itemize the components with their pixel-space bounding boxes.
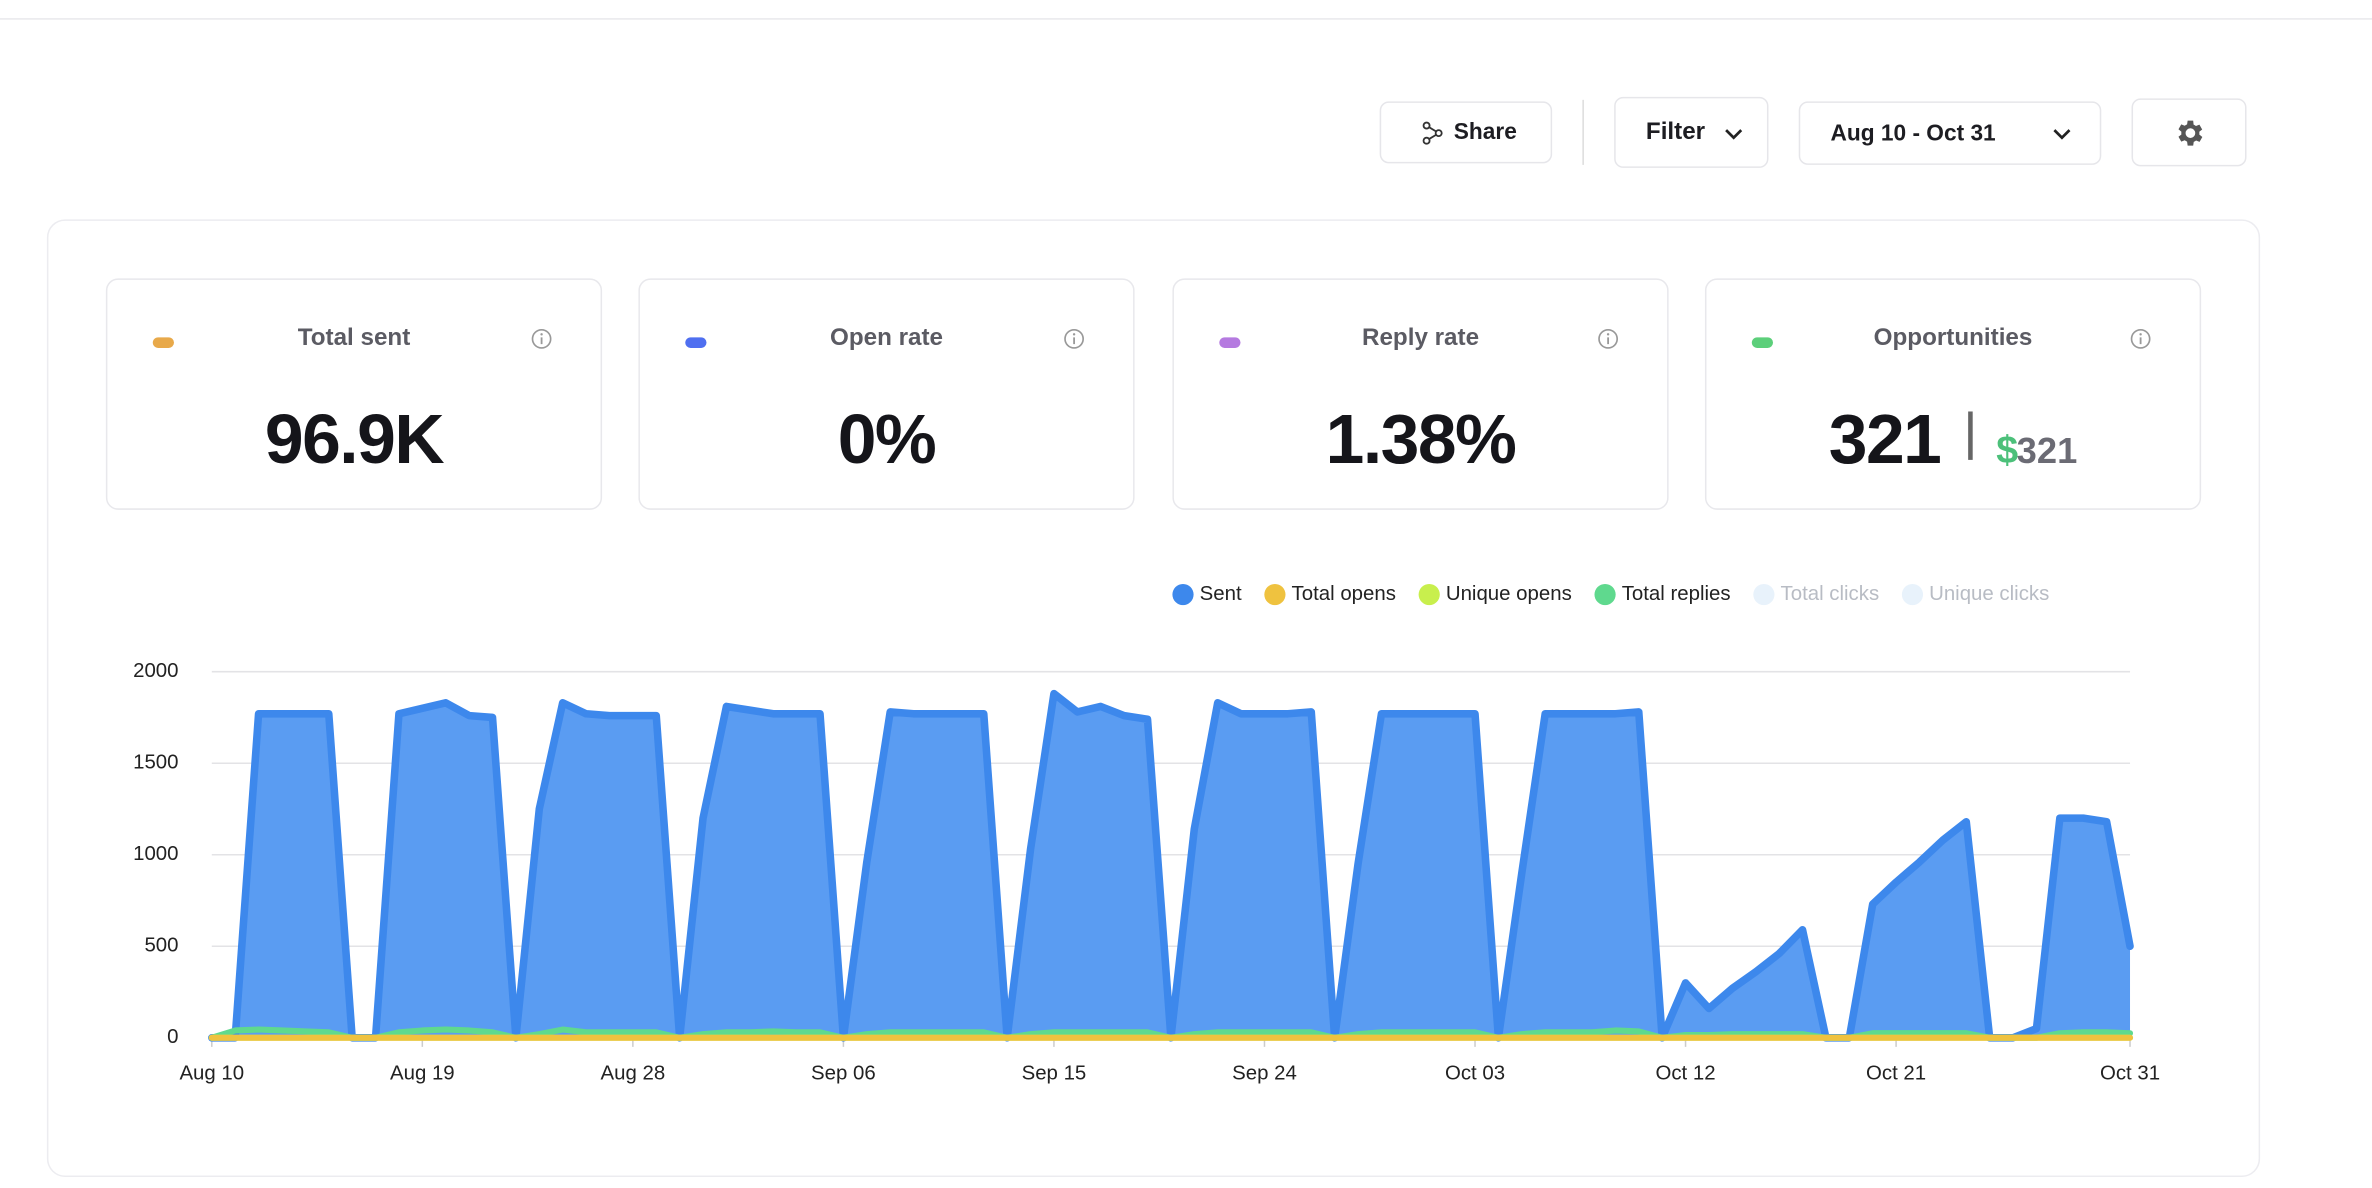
stat-title: Reply rate bbox=[1361, 325, 1480, 351]
color-pill bbox=[1219, 337, 1241, 348]
x-tick-label: Oct 03 bbox=[1445, 1062, 1505, 1084]
info-icon bbox=[1063, 328, 1084, 349]
legend-swatch bbox=[1594, 583, 1616, 606]
x-tick-label: Aug 28 bbox=[601, 1062, 666, 1084]
chevron bbox=[1725, 128, 1743, 139]
legend-label: Unique clicks bbox=[1929, 583, 2049, 605]
date-range-label: Aug 10 - Oct 31 bbox=[1830, 120, 1996, 146]
x-tick-label: Oct 31 bbox=[2100, 1062, 2160, 1084]
stat-value: 321 $321 bbox=[1706, 398, 2199, 480]
separator bbox=[1967, 411, 1973, 460]
stat-card: Reply rate 1.38% bbox=[1172, 278, 1669, 510]
info-icon bbox=[2130, 328, 2151, 349]
settings-button[interactable] bbox=[2131, 98, 2247, 167]
x-tick-label: Oct 12 bbox=[1655, 1062, 1715, 1084]
color-pill bbox=[1751, 337, 1774, 348]
filter-button[interactable]: Filter bbox=[1614, 96, 1769, 168]
x-tick-label: Sep 15 bbox=[1022, 1062, 1087, 1084]
gear-icon bbox=[2178, 119, 2203, 145]
x-tick-label: Oct 21 bbox=[1866, 1062, 1926, 1084]
stat-card: Total sent 96.9K bbox=[105, 278, 603, 510]
legend-swatch bbox=[1418, 583, 1440, 606]
legend-label: Total clicks bbox=[1781, 583, 1880, 605]
info-glyph bbox=[531, 328, 552, 349]
share-icon bbox=[1422, 120, 1443, 144]
x-tick-label: Sep 06 bbox=[811, 1062, 876, 1084]
legend-swatch bbox=[1901, 583, 1924, 606]
color-pill bbox=[152, 337, 174, 348]
legend-swatch bbox=[1172, 583, 1194, 606]
info-icon bbox=[1598, 328, 1619, 349]
info-glyph bbox=[1598, 328, 1619, 349]
y-tick-label: 2000 bbox=[133, 660, 178, 682]
stat-value: 96.9K bbox=[107, 398, 600, 480]
stat-value: 0% bbox=[640, 398, 1133, 480]
legend-swatch bbox=[1264, 583, 1286, 606]
stat-title: Open rate bbox=[830, 325, 943, 351]
legend-label: Unique opens bbox=[1446, 583, 1572, 605]
info-glyph bbox=[2130, 328, 2151, 349]
share-button[interactable]: Share bbox=[1379, 101, 1553, 164]
stat-title: Total sent bbox=[297, 325, 411, 351]
x-tick-label: Aug 19 bbox=[390, 1062, 455, 1084]
stat-number: 0% bbox=[837, 399, 937, 479]
divider bbox=[0, 18, 2372, 20]
stat-number: 1.38% bbox=[1325, 399, 1517, 479]
color-pill bbox=[685, 337, 707, 348]
legend-label: Total opens bbox=[1292, 583, 1396, 605]
stat-card: Opportunities 321 $321 bbox=[1704, 278, 2202, 510]
separator bbox=[1582, 99, 1584, 165]
filter-label: Filter bbox=[1645, 118, 1706, 145]
stat-title: Opportunities bbox=[1873, 325, 2033, 351]
stat-value: 1.38% bbox=[1174, 398, 1667, 480]
share-label: Share bbox=[1453, 119, 1517, 146]
legend-label: Total replies bbox=[1622, 583, 1731, 605]
legend-label: Sent bbox=[1200, 583, 1242, 605]
panel bbox=[46, 219, 2261, 1177]
currency: $ bbox=[1996, 426, 2018, 472]
chevron bbox=[2053, 129, 2071, 140]
y-tick-label: 500 bbox=[144, 935, 178, 957]
x-tick-label: Sep 24 bbox=[1232, 1062, 1297, 1084]
y-tick-label: 0 bbox=[167, 1026, 178, 1048]
y-tick-label: 1000 bbox=[133, 843, 178, 865]
legend-swatch bbox=[1753, 583, 1775, 606]
x-tick-label: Aug 10 bbox=[179, 1062, 244, 1084]
info-icon bbox=[531, 328, 552, 349]
date-range-button[interactable]: Aug 10 - Oct 31 bbox=[1798, 101, 2102, 165]
y-tick-label: 1500 bbox=[133, 752, 178, 774]
stat-card: Open rate 0% bbox=[638, 278, 1135, 510]
stat-number: 96.9K bbox=[264, 399, 445, 479]
amount: 321 bbox=[2016, 431, 2078, 472]
stat-number: 321 bbox=[1828, 399, 1942, 479]
info-glyph bbox=[1064, 328, 1084, 349]
